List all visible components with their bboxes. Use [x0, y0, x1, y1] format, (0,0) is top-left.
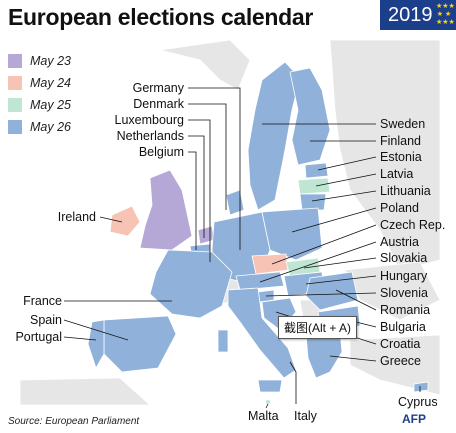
label-hungary: Hungary [380, 269, 428, 283]
label-slovakia: Slovakia [380, 251, 427, 265]
country-poland[interactable] [261, 207, 323, 261]
legend-swatch-may25 [8, 98, 22, 112]
map-title: European elections calendar [8, 4, 314, 30]
country-finland[interactable] [289, 67, 331, 166]
year-text: 2019 [388, 4, 433, 26]
legend: May 23 May 24 May 25 May 26 [8, 52, 71, 140]
legend-item-may26: May 26 [8, 118, 71, 136]
label-luxembourg: Luxembourg [115, 113, 185, 127]
legend-item-may25: May 25 [8, 96, 71, 114]
label-bulgaria: Bulgaria [380, 320, 426, 334]
country-labels: Germany Denmark Luxembourg Netherlands B… [15, 81, 445, 423]
country-czech[interactable] [251, 253, 289, 275]
label-belgium: Belgium [139, 145, 184, 159]
country-denmark[interactable] [225, 189, 245, 216]
leader-lines [63, 87, 421, 409]
country-portugal[interactable] [87, 319, 105, 369]
label-estonia: Estonia [380, 150, 422, 164]
label-latvia: Latvia [380, 167, 413, 181]
source-note: Source: European Parliament [8, 416, 140, 427]
label-netherlands: Netherlands [117, 129, 184, 143]
country-sardinia[interactable] [217, 329, 229, 353]
label-germany: Germany [133, 81, 185, 95]
label-lithuania: Lithuania [380, 184, 431, 198]
legend-swatch-may26 [8, 120, 22, 134]
legend-label-may26: May 26 [30, 120, 71, 134]
label-greece: Greece [380, 354, 421, 368]
eu-stars-icon: ★★★ ★ ★ ★★★ [436, 3, 455, 26]
legend-label-may25: May 25 [30, 98, 71, 112]
label-denmark: Denmark [133, 97, 184, 111]
country-malta[interactable] [265, 399, 271, 405]
country-france[interactable] [149, 249, 233, 319]
label-austria: Austria [380, 235, 419, 249]
country-spain[interactable] [103, 315, 177, 373]
legend-swatch-may24 [8, 76, 22, 90]
country-austria[interactable] [235, 271, 285, 291]
label-italy: Italy [294, 409, 318, 423]
country-ireland[interactable] [109, 205, 141, 237]
country-latvia[interactable] [297, 177, 331, 195]
label-portugal: Portugal [15, 330, 62, 344]
legend-item-may23: May 23 [8, 52, 71, 70]
label-finland: Finland [380, 134, 421, 148]
country-romania[interactable] [305, 271, 359, 311]
label-croatia: Croatia [380, 337, 420, 351]
legend-label-may24: May 24 [30, 76, 71, 90]
label-romania: Romania [380, 303, 430, 317]
country-netherlands[interactable] [197, 225, 215, 245]
screenshot-tooltip: 截图(Alt + A) [278, 316, 358, 339]
label-malta: Malta [248, 409, 279, 423]
label-ireland: Ireland [58, 210, 96, 224]
label-france: France [23, 294, 62, 308]
legend-swatch-may23 [8, 54, 22, 68]
country-estonia[interactable] [304, 162, 329, 179]
year-badge: 2019 ★★★ ★ ★ ★★★ [380, 0, 456, 30]
label-cyprus: Cyprus [398, 395, 438, 409]
label-poland: Poland [380, 201, 419, 215]
label-slovenia: Slovenia [380, 286, 428, 300]
legend-label-may23: May 23 [30, 54, 71, 68]
label-spain: Spain [30, 313, 62, 327]
label-czech: Czech Rep. [380, 218, 445, 232]
country-italy[interactable] [227, 287, 297, 379]
afp-logo: AFP [402, 412, 426, 426]
country-lithuania[interactable] [299, 193, 327, 211]
country-cyprus[interactable] [413, 381, 429, 393]
label-sweden: Sweden [380, 117, 425, 131]
legend-item-may24: May 24 [8, 74, 71, 92]
country-uk[interactable] [139, 169, 193, 251]
country-sicily[interactable] [257, 379, 283, 393]
